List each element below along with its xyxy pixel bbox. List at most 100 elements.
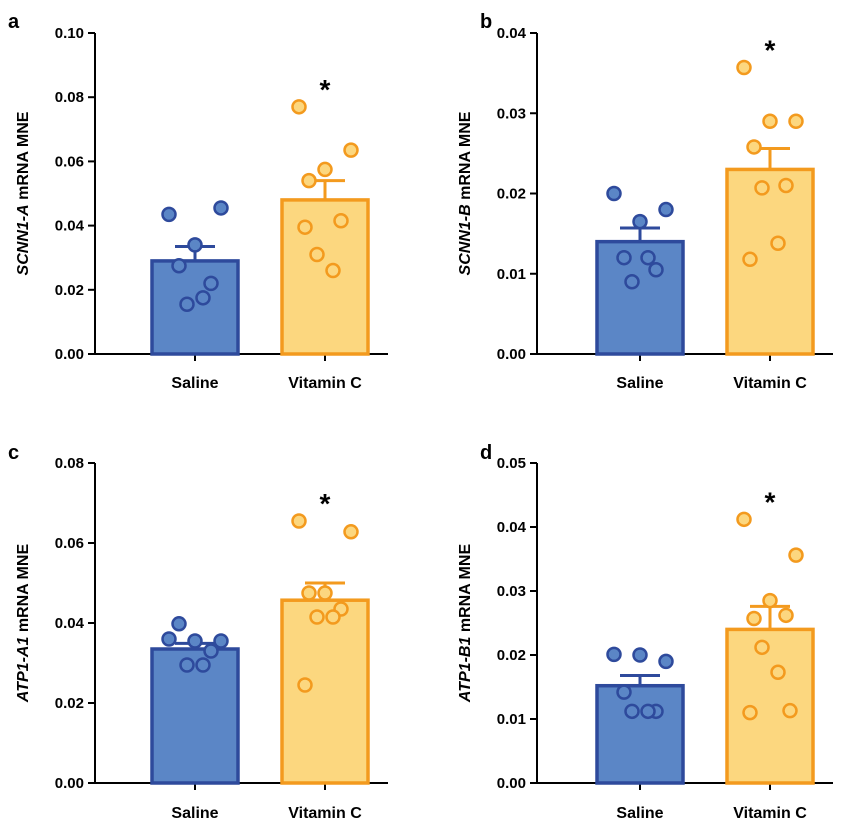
data-point — [736, 59, 752, 76]
data-point — [161, 631, 177, 647]
data-point — [754, 639, 770, 656]
data-point — [325, 609, 341, 625]
x-tick-label: Vitamin C — [733, 805, 807, 822]
data-point — [770, 664, 786, 681]
x-tick-label: Saline — [616, 375, 663, 392]
data-point — [640, 703, 656, 720]
bar-vitamin-c — [725, 627, 815, 785]
data-point — [333, 213, 349, 229]
y-tick-label: 0.00 — [497, 346, 526, 363]
chart-panel-c: c ATP1-A1 mRNA MNE 0.00 0.02 0.04 0.06 0.08 Sal… — [8, 442, 388, 822]
data-point — [187, 237, 203, 253]
data-point — [648, 261, 664, 278]
y-tick-label: 0.06 — [55, 153, 84, 170]
data-point — [658, 653, 674, 670]
data-point — [632, 213, 648, 230]
data-point — [640, 249, 656, 266]
bar-vitamin-c — [280, 198, 370, 356]
data-point — [195, 290, 211, 306]
data-point — [788, 547, 804, 563]
data-point — [754, 180, 770, 196]
bar-saline — [595, 683, 685, 785]
bar-saline — [150, 647, 240, 785]
y-tick-label: 0.04 — [55, 615, 85, 632]
y-axis-label-unit: mRNA MNE — [457, 544, 474, 637]
significance-marker: * — [765, 486, 776, 517]
panel-letter: b — [480, 11, 492, 33]
y-tick-label: 0.00 — [55, 346, 84, 363]
data-point — [291, 513, 307, 529]
data-point — [179, 296, 195, 312]
data-point — [632, 647, 648, 663]
y-tick-label: 0.02 — [497, 647, 526, 664]
y-tick-label: 0.10 — [55, 25, 84, 42]
data-point — [297, 219, 313, 235]
y-axis-label-unit: mRNA MNE — [457, 111, 474, 204]
x-tick-label: Vitamin C — [733, 375, 807, 392]
chart-panel-b: b SCNN1-B mRNA MNE 0.00 0.01 0.02 0.03 0.04 Sal… — [457, 11, 833, 392]
y-axis-label-unit: mRNA MNE — [15, 111, 32, 204]
y-tick-label: 0.06 — [55, 535, 84, 552]
y-axis-label-gene: ATP1-B1 — [457, 637, 474, 704]
data-point — [213, 200, 229, 216]
data-point — [746, 139, 762, 155]
y-axis-label-unit: mRNA MNE — [15, 544, 32, 637]
y-tick-label: 0.03 — [497, 583, 526, 600]
data-point — [778, 177, 794, 194]
data-point — [171, 616, 187, 632]
data-point — [742, 704, 758, 721]
data-point — [301, 585, 317, 601]
data-point — [742, 251, 758, 268]
data-point — [161, 206, 177, 223]
data-point — [606, 646, 622, 663]
data-point — [179, 657, 195, 673]
data-point — [291, 99, 307, 115]
data-point — [606, 185, 622, 202]
y-tick-label: 0.01 — [497, 266, 526, 283]
y-tick-label: 0.02 — [55, 282, 84, 299]
data-point — [616, 684, 632, 700]
data-point — [788, 113, 804, 130]
data-point — [343, 524, 359, 540]
data-point — [762, 113, 778, 130]
data-point — [782, 702, 798, 719]
y-axis-label: ATP1-B1 mRNA MNE — [457, 544, 474, 704]
data-point — [616, 249, 632, 266]
x-tick-label: Vitamin C — [288, 375, 362, 392]
y-tick-label: 0.02 — [55, 695, 84, 712]
data-point — [213, 633, 229, 649]
y-tick-label: 0.00 — [497, 775, 526, 792]
data-point — [187, 633, 203, 649]
x-tick-label: Vitamin C — [288, 805, 362, 822]
data-point — [343, 142, 359, 158]
x-tick-label: Saline — [171, 375, 218, 392]
chart-panel-a: a SCNN1-A mRNA MNE 0.00 0.02 0.04 0.06 0.08 0.1… — [8, 11, 388, 392]
y-axis-label-gene: SCNN1-B — [457, 204, 474, 275]
data-point — [309, 246, 325, 263]
data-point — [309, 609, 325, 625]
significance-marker: * — [320, 74, 331, 105]
data-point — [325, 262, 341, 279]
significance-marker: * — [765, 35, 776, 66]
significance-marker: * — [320, 488, 331, 519]
y-axis-label: SCNN1-A mRNA MNE — [15, 111, 32, 275]
y-axis-label: SCNN1-B mRNA MNE — [457, 111, 474, 275]
data-point — [171, 257, 187, 274]
chart-panel-d: d ATP1-B1 mRNA MNE 0.00 0.01 0.02 0.03 0.04 0.0… — [457, 442, 833, 822]
data-point — [317, 161, 333, 178]
data-point — [624, 703, 640, 720]
data-point — [203, 275, 219, 292]
x-tick-label: Saline — [616, 805, 663, 822]
y-tick-label: 0.04 — [497, 25, 527, 42]
y-tick-label: 0.03 — [497, 105, 526, 122]
y-tick-label: 0.08 — [55, 455, 84, 472]
data-point — [736, 511, 752, 528]
data-point — [203, 643, 219, 659]
data-point — [762, 592, 778, 609]
y-tick-label: 0.02 — [497, 186, 526, 203]
data-point — [317, 585, 333, 601]
data-point — [746, 610, 762, 627]
data-point — [301, 172, 317, 189]
y-tick-label: 0.01 — [497, 711, 526, 728]
